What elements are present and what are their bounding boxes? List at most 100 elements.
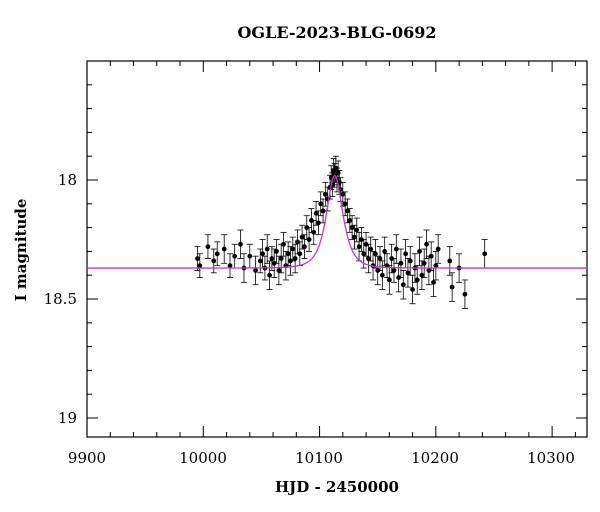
data-marker: [335, 170, 341, 176]
data-point: [400, 270, 407, 300]
data-marker: [379, 272, 385, 278]
data-marker: [315, 220, 321, 226]
data-point: [237, 229, 244, 259]
data-point: [377, 246, 384, 271]
data-point: [252, 255, 259, 286]
data-marker: [320, 208, 326, 214]
data-point: [231, 243, 238, 269]
data-marker: [232, 253, 238, 259]
data-point: [461, 279, 468, 309]
data-point: [246, 243, 253, 269]
x-tick-label: 10200: [411, 449, 459, 467]
y-tick-labels: 18 18.5 19: [44, 171, 77, 427]
data-point: [315, 210, 322, 236]
data-marker: [264, 246, 270, 252]
data-point: [306, 227, 313, 252]
data-point: [259, 239, 266, 269]
data-point: [372, 239, 379, 269]
data-point: [446, 246, 453, 276]
data-marker: [290, 246, 296, 252]
data-marker: [352, 234, 357, 240]
data-marker: [205, 244, 211, 250]
data-point: [449, 272, 456, 302]
data-marker: [417, 249, 422, 254]
data-marker: [306, 237, 312, 242]
data-marker: [482, 251, 488, 257]
data-marker: [257, 258, 263, 264]
data-marker: [365, 256, 371, 261]
data-marker: [214, 251, 220, 257]
data-marker: [267, 272, 272, 278]
data-marker: [433, 263, 439, 269]
y-axis-label: I magnitude: [12, 199, 30, 302]
data-marker: [354, 227, 360, 233]
y-ticks: [87, 60, 587, 419]
data-point: [273, 239, 280, 264]
data-point: [301, 234, 308, 259]
x-tick-label: 10300: [527, 449, 575, 467]
data-marker: [221, 246, 227, 252]
data-point: [194, 246, 201, 271]
data-point: [196, 253, 203, 278]
data-point: [204, 234, 211, 259]
data-marker: [292, 256, 298, 261]
data-marker: [274, 249, 279, 254]
data-marker: [398, 260, 404, 266]
data-marker: [276, 268, 282, 273]
data-point: [214, 241, 221, 267]
data-point: [351, 224, 358, 250]
data-point: [344, 198, 351, 224]
data-marker: [435, 246, 441, 252]
y-tick-label: 19: [58, 409, 77, 427]
data-marker: [297, 251, 303, 257]
data-point: [210, 248, 217, 274]
model-curve: [87, 174, 587, 269]
data-marker: [386, 277, 392, 283]
data-marker: [449, 284, 455, 290]
data-point: [409, 274, 416, 305]
chart-title: OGLE-2023-BLG-0692: [237, 23, 436, 42]
data-marker: [377, 256, 383, 261]
data-point: [346, 208, 353, 233]
data-marker: [431, 279, 436, 285]
data-marker: [318, 201, 324, 207]
data-point: [285, 241, 292, 267]
data-point: [353, 217, 360, 243]
data-marker: [285, 251, 291, 257]
data-points-layer: [194, 155, 488, 309]
x-tick-label: 10100: [295, 449, 343, 467]
data-marker: [311, 229, 317, 235]
data-point: [280, 231, 287, 257]
x-axis-label: HJD - 2450000: [275, 478, 399, 496]
data-point: [386, 265, 393, 295]
data-marker: [428, 253, 434, 259]
data-point: [432, 250, 439, 281]
data-point: [435, 234, 442, 264]
data-point: [414, 265, 421, 295]
x-tick-label: 10000: [179, 449, 227, 467]
data-marker: [447, 258, 453, 264]
data-marker: [299, 234, 305, 240]
data-point: [257, 248, 264, 274]
data-marker: [391, 268, 397, 273]
y-tick-label: 18.5: [44, 290, 77, 308]
data-marker: [424, 241, 429, 247]
data-marker: [342, 201, 348, 207]
data-marker: [407, 258, 413, 264]
data-point: [430, 267, 437, 298]
data-marker: [211, 258, 217, 264]
y-tick-label: 18: [58, 171, 77, 189]
data-marker: [349, 225, 355, 231]
data-marker: [260, 251, 265, 257]
data-marker: [313, 210, 319, 216]
data-marker: [414, 277, 420, 283]
data-point: [342, 191, 349, 217]
data-marker: [340, 191, 346, 197]
x-tick-label: 9900: [68, 449, 106, 467]
data-marker: [419, 272, 425, 278]
data-point: [227, 253, 234, 278]
data-marker: [410, 287, 415, 292]
data-marker: [421, 260, 427, 266]
data-marker: [347, 218, 353, 223]
